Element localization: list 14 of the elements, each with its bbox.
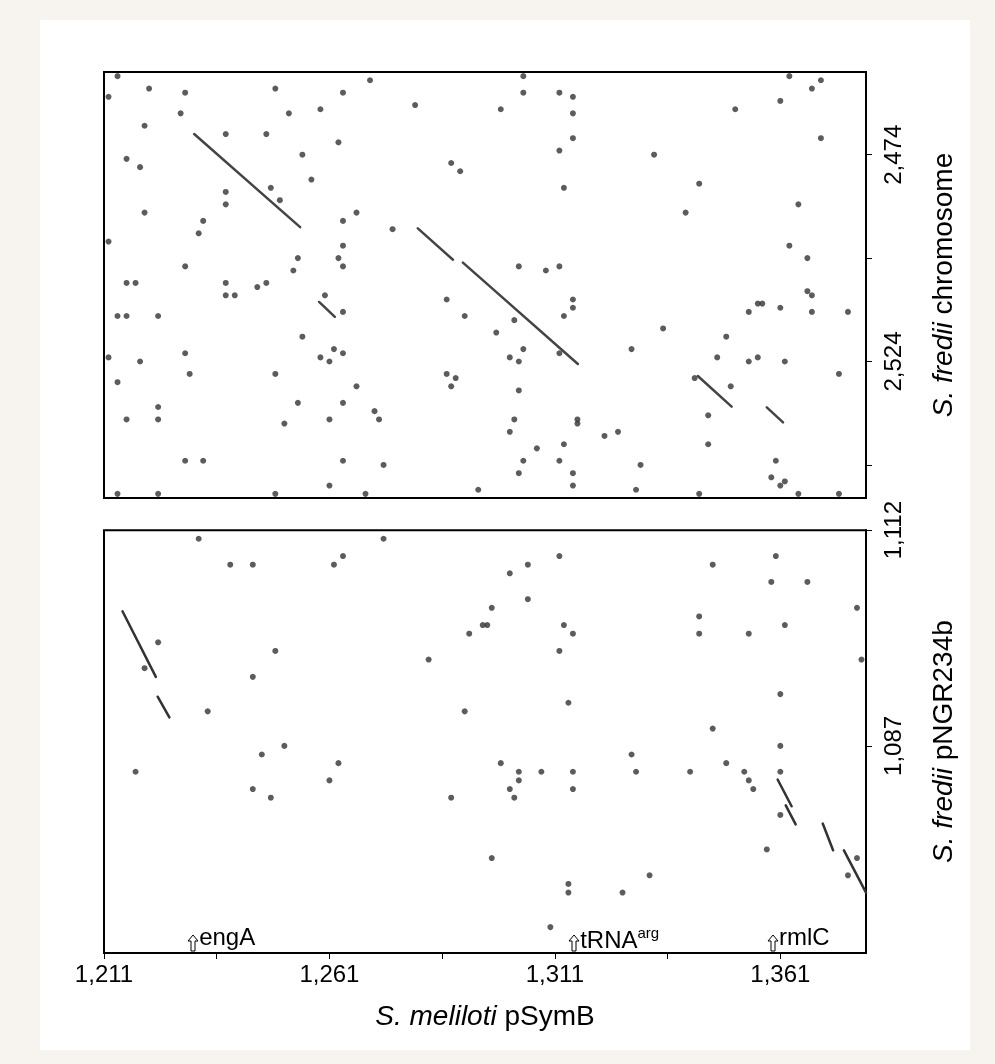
y-tick-label: 1,112 bbox=[878, 501, 906, 560]
x-tick-label: 1,211 bbox=[74, 959, 134, 987]
annotation: rmlC bbox=[779, 923, 830, 950]
y-tick-label: 1,087 bbox=[878, 715, 906, 776]
x-tick-label: 1,261 bbox=[299, 959, 360, 987]
x-axis-title: S. meliloti pSymB bbox=[375, 999, 595, 1031]
y-tick-label: 2,524 bbox=[878, 331, 906, 392]
x-tick-label: 1,311 bbox=[525, 959, 585, 987]
y-axis-title: S. fredii chromosome bbox=[926, 152, 958, 418]
y-tick-label: 2,474 bbox=[878, 124, 906, 185]
annotation: engA bbox=[199, 923, 256, 950]
annotation: tRNA$^{arg}$ bbox=[580, 924, 660, 953]
y-axis-title: S. fredii pNGR234b bbox=[926, 620, 958, 863]
x-tick-label: 1,361 bbox=[750, 959, 811, 987]
